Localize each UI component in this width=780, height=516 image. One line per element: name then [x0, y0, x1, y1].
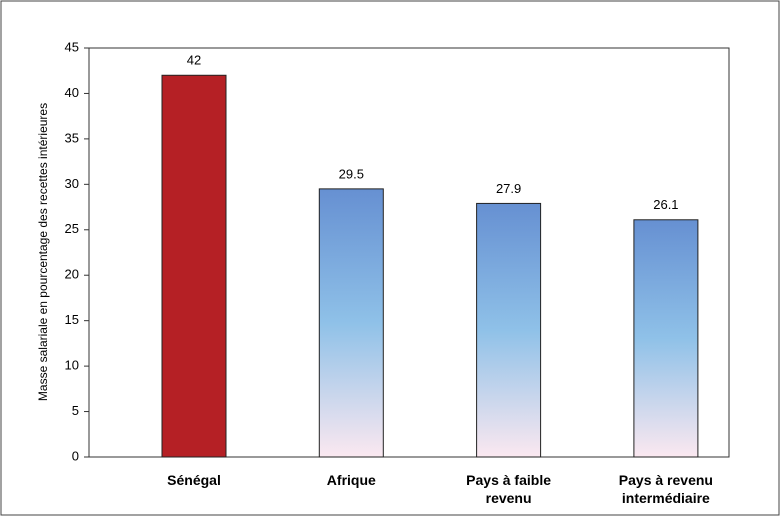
bar	[318, 188, 384, 458]
x-tick-label: Pays à faible revenu	[466, 472, 551, 506]
x-tick-label: Sénégal	[167, 472, 221, 488]
bar	[161, 74, 227, 458]
bar	[476, 202, 542, 458]
y-axis-label: Masse salariale en pourcentage des recet…	[36, 103, 50, 401]
plot-frame	[88, 47, 730, 458]
value-label: 26.1	[653, 197, 678, 212]
y-tick-label: 10	[65, 358, 79, 373]
y-tick-label: 30	[65, 176, 79, 191]
y-tick-label: 0	[72, 448, 79, 463]
value-label: 27.9	[496, 181, 521, 196]
value-label: 29.5	[339, 166, 364, 181]
x-tick-label: Afrique	[326, 472, 376, 488]
y-tick-label: 35	[65, 130, 79, 145]
x-tick-label: Pays à revenu intermédiaire	[618, 472, 713, 506]
y-tick-label: 20	[65, 267, 79, 282]
y-tick-label: 5	[72, 403, 79, 418]
y-tick-label: 15	[65, 312, 79, 327]
y-tick-label: 45	[65, 39, 79, 54]
value-label: 42	[187, 53, 201, 68]
y-tick-label: 25	[65, 221, 79, 236]
bar	[633, 219, 699, 458]
y-tick-label: 40	[65, 85, 79, 100]
